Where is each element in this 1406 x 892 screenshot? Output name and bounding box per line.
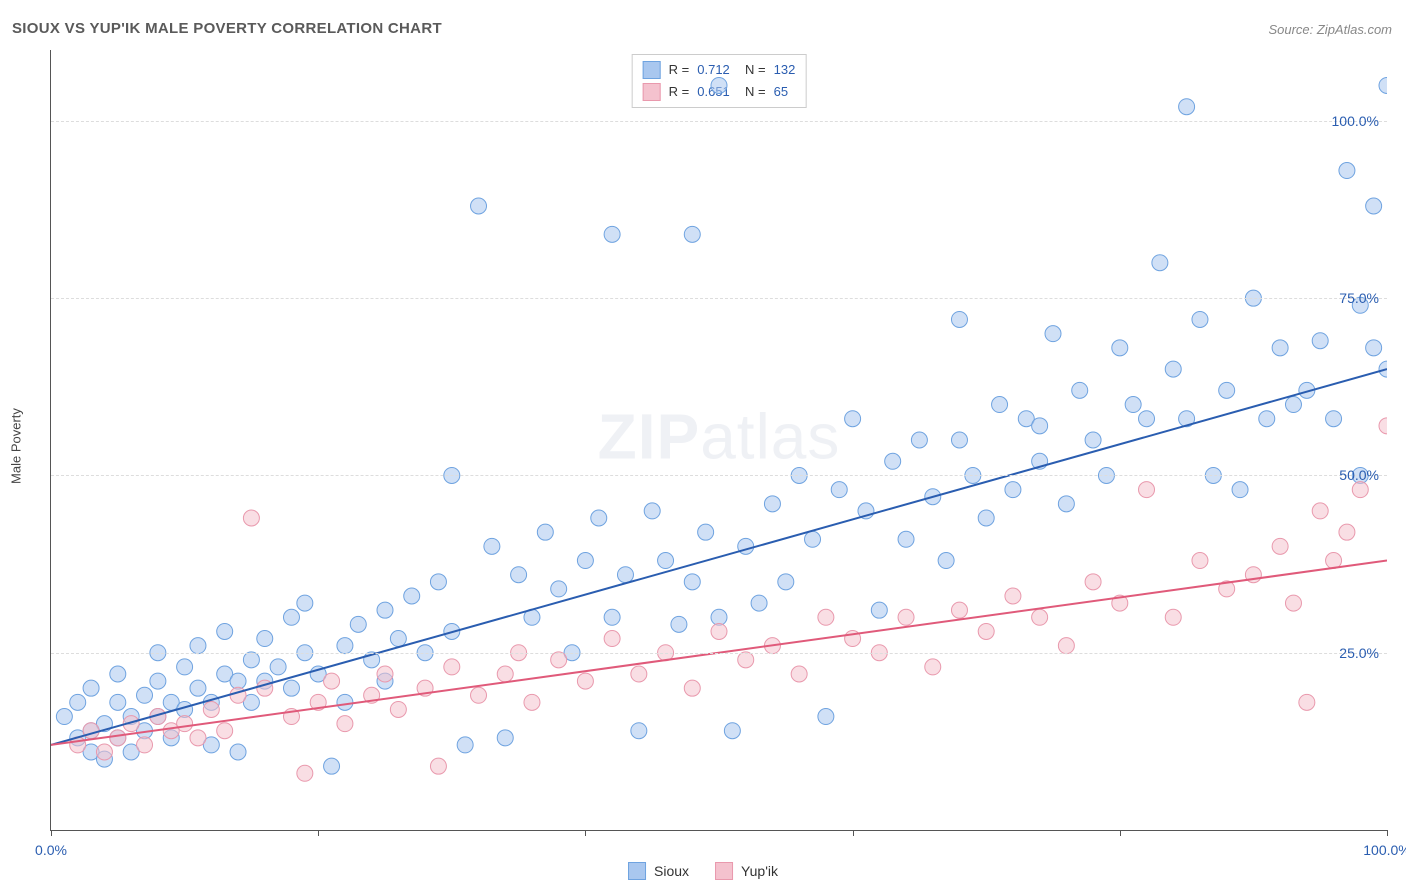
x-tick-label: 0.0% [35, 842, 67, 858]
y-tick-label: 75.0% [1339, 290, 1379, 306]
legend-item-yupik: Yup'ik [715, 862, 778, 880]
y-tick-label: 50.0% [1339, 467, 1379, 483]
source-label: Source: ZipAtlas.com [1268, 22, 1392, 37]
legend-item-sioux: Sioux [628, 862, 689, 880]
plot-area: ZIPatlas R = 0.712 N = 132 R = 0.651 N =… [50, 50, 1387, 831]
legend-label-sioux: Sioux [654, 863, 689, 879]
legend-label-yupik: Yup'ik [741, 863, 778, 879]
chart-title: SIOUX VS YUP'IK MALE POVERTY CORRELATION… [12, 20, 442, 37]
chart-container: SIOUX VS YUP'IK MALE POVERTY CORRELATION… [0, 0, 1406, 892]
legend-swatch-yupik [715, 862, 733, 880]
legend-swatch-sioux [628, 862, 646, 880]
x-tick-label: 100.0% [1363, 842, 1406, 858]
scatter-svg [51, 50, 1387, 830]
series-legend: Sioux Yup'ik [628, 862, 778, 880]
y-tick-label: 25.0% [1339, 645, 1379, 661]
y-axis-label: Male Poverty [9, 408, 24, 484]
y-tick-label: 100.0% [1332, 113, 1379, 129]
